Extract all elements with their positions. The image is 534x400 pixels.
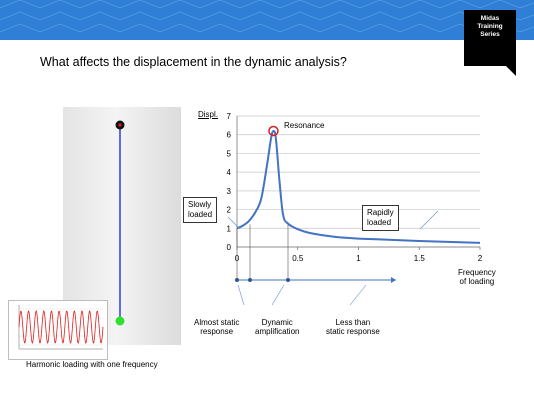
box-line: loaded xyxy=(367,218,392,227)
box-line: Slowly xyxy=(188,200,212,209)
mass-spring-figure xyxy=(115,120,125,326)
slowly-loaded-box: Slowly loaded xyxy=(183,197,218,223)
callout-leader xyxy=(271,284,285,306)
label-line: Almost static xyxy=(194,318,240,327)
displacement-curve xyxy=(236,129,481,244)
y-tick-label: 7 xyxy=(227,112,232,121)
callout-leader xyxy=(237,284,245,306)
x-axis-label: Frequency of loading xyxy=(458,268,496,286)
y-tick-label: 1 xyxy=(227,224,232,233)
y-tick-label: 0 xyxy=(227,243,232,252)
box-line: Rapidly xyxy=(367,208,394,217)
label-line: Dynamic xyxy=(261,318,293,327)
y-tick-label: 5 xyxy=(227,149,232,158)
callout-leader xyxy=(349,284,367,306)
y-tick-label: 2 xyxy=(227,206,232,215)
harmonic-sine-wave xyxy=(18,310,104,344)
rapidly-loaded-box: Rapidly loaded xyxy=(362,205,399,231)
y-axis-label: Displ. xyxy=(198,110,219,119)
badge-line: Training xyxy=(477,23,503,30)
harmonic-load-thumbnail xyxy=(8,300,108,360)
y-tick-label: 3 xyxy=(227,187,232,196)
resonance-label: Resonance xyxy=(284,121,325,130)
midas-badge xyxy=(464,10,516,76)
figure-caption: Harmonic loading with one frequency xyxy=(26,360,158,369)
box-line: loaded xyxy=(188,210,213,219)
less-than-static-label: Less than static response xyxy=(326,318,380,336)
x-axis-label-line: Frequency xyxy=(458,268,496,277)
x-tick-label: 1.5 xyxy=(414,254,426,263)
x-axis-label-line: of loading xyxy=(459,277,495,286)
y-tick-label: 4 xyxy=(227,168,232,177)
bottom-node-icon xyxy=(115,316,125,326)
x-tick-label: 1 xyxy=(356,254,361,263)
label-line: static response xyxy=(326,327,380,336)
x-tick-label: 0.5 xyxy=(292,254,304,263)
badge-line: Series xyxy=(480,31,500,38)
almost-static-label: Almost static response xyxy=(194,318,239,336)
x-tick-label: 2 xyxy=(478,254,483,263)
page-title: What affects the displacement in the dyn… xyxy=(40,55,347,69)
label-line: amplification xyxy=(255,327,300,336)
dynamic-amplification-label: Dynamic amplification xyxy=(255,318,299,336)
callout-leader xyxy=(419,210,439,230)
label-line: response xyxy=(200,327,234,336)
callout-leader xyxy=(227,216,241,230)
header-banner xyxy=(0,0,534,40)
y-tick-label: 6 xyxy=(227,131,232,140)
badge-line: Midas xyxy=(480,15,500,22)
resonance-marker xyxy=(268,125,279,137)
label-line: Less than xyxy=(335,318,371,327)
badge-label: Midas Training Series xyxy=(464,15,516,39)
